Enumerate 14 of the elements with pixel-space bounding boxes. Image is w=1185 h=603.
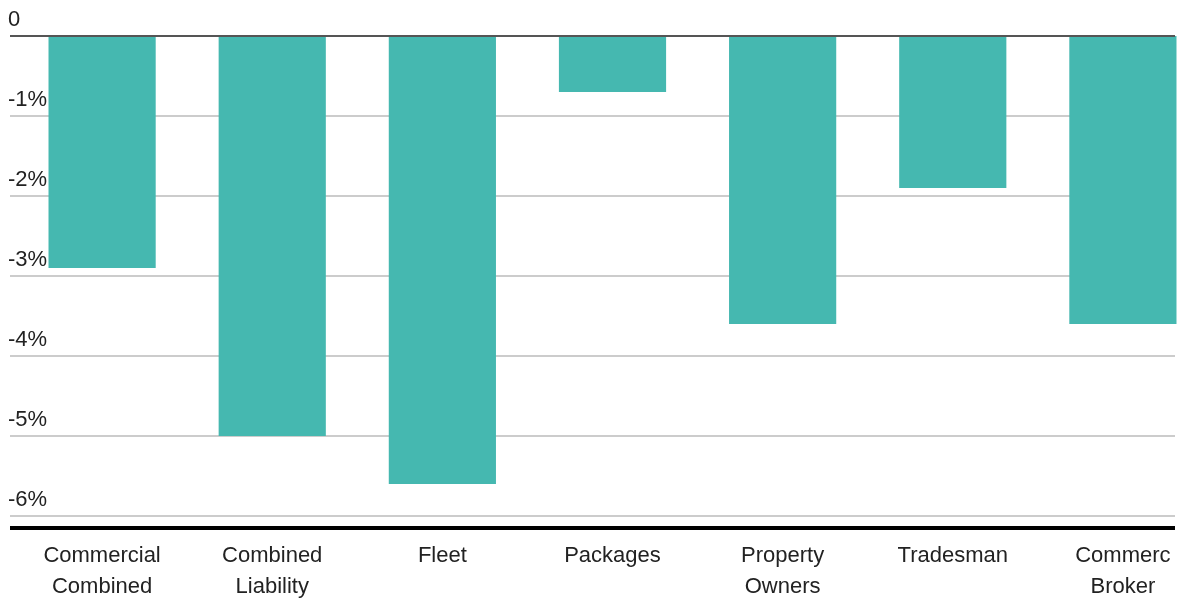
y-tick-label: -4% — [8, 326, 48, 351]
x-tick-label: Combined Liability — [222, 542, 323, 598]
y-tick-label: 0 — [8, 6, 21, 31]
y-tick-label: -6% — [8, 486, 48, 511]
x-tick-label: Fleet — [417, 542, 467, 567]
y-tick-label: -3% — [8, 246, 48, 271]
y-tick-label: -2% — [8, 166, 48, 191]
y-tick-label: -1% — [8, 86, 48, 111]
x-tick-label: Commerc Broker — [1075, 542, 1171, 598]
x-tick-label: Commercial Combined — [43, 542, 161, 598]
x-tick-label: Tradesman — [897, 542, 1008, 567]
x-tick-label: Property Owners — [741, 542, 825, 598]
x-tick-label: Packages — [564, 542, 661, 567]
y-tick-label: -5% — [8, 406, 48, 431]
